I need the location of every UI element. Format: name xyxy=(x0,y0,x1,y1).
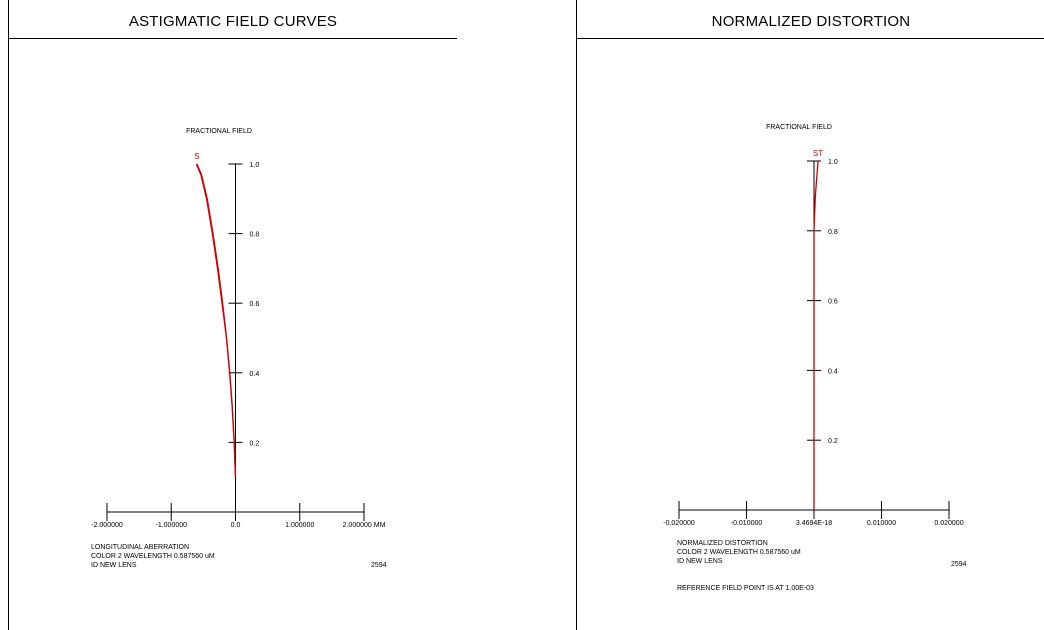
astigmatic-chart: -2.000000 -1.000000 0.0 1.000000 2.000000 MM… xyxy=(91,128,387,569)
x-tick-label: -0.010000 xyxy=(731,520,763,527)
x-tick-label: -0.020000 xyxy=(663,520,695,527)
distortion-id-number: 2594 xyxy=(951,561,967,568)
y-tick-label: 0.6 xyxy=(828,299,838,306)
y-tick-label: 0.2 xyxy=(250,440,260,447)
x-tick-label: -1.000000 xyxy=(155,522,187,529)
y-tick-label: 0.2 xyxy=(828,438,838,445)
y-tick-label: 0.6 xyxy=(250,301,260,308)
distortion-reference-note: REFERENCE FIELD POINT IS AT 1.00E-03 xyxy=(677,585,814,592)
distortion-footer-line3: ID NEW LENS xyxy=(677,558,723,565)
series-line-t xyxy=(195,163,237,478)
curve-label: ST xyxy=(813,149,823,158)
series-line-distortion xyxy=(813,160,819,510)
x-tick-label: 0.0 xyxy=(231,522,241,529)
distortion-chart: -0.020000 -0.010000 3.4694E-18 0.010000 0.02… xyxy=(663,124,967,592)
astigmatic-footer-line3: ID NEW LENS xyxy=(91,562,137,569)
x-tick-label: 2.000000 MM xyxy=(343,522,386,529)
y-tick-label: 0.4 xyxy=(828,368,838,375)
x-tick-label: -2.000000 xyxy=(91,522,123,529)
y-tick-label: 1.0 xyxy=(828,159,838,166)
distortion-footer-line2: COLOR 2 WAVELENGTH 0.587560 uM xyxy=(677,549,801,556)
x-tick-label: 3.4694E-18 xyxy=(796,520,832,527)
x-tick-label: 1.000000 xyxy=(285,522,314,529)
astigmatic-y-axis-label: FRACTIONAL FIELD xyxy=(186,128,252,135)
y-tick-label: 0.8 xyxy=(250,232,260,239)
y-tick-label: 1.0 xyxy=(250,162,260,169)
x-tick-label: 0.010000 xyxy=(867,520,896,527)
distortion-title: NORMALIZED DISTORTION xyxy=(577,0,1044,39)
y-tick-label: 0.4 xyxy=(250,371,260,378)
astigmatic-id-number: 2594 xyxy=(371,562,387,569)
series-line-s xyxy=(196,163,237,478)
distortion-panel: NORMALIZED DISTORTION -0.020000 -0.010000… xyxy=(576,0,1044,630)
astigmatic-panel: ASTIGMATIC FIELD CURVES -2.000000 -1.0000… xyxy=(8,0,457,630)
astigmatic-footer-line2: COLOR 2 WAVELENGTH 0.587560 uM xyxy=(91,553,215,560)
astigmatic-title: ASTIGMATIC FIELD CURVES xyxy=(9,0,457,39)
curve-label: S xyxy=(194,152,199,161)
astigmatic-footer-line1: LONGITUDINAL ABERRATION xyxy=(91,544,189,551)
y-tick-label: 0.8 xyxy=(828,229,838,236)
x-tick-label: 0.020000 xyxy=(934,520,963,527)
distortion-footer-line1: NORMALIZED DISTORTION xyxy=(677,540,768,547)
distortion-y-axis-label: FRACTIONAL FIELD xyxy=(766,124,832,131)
